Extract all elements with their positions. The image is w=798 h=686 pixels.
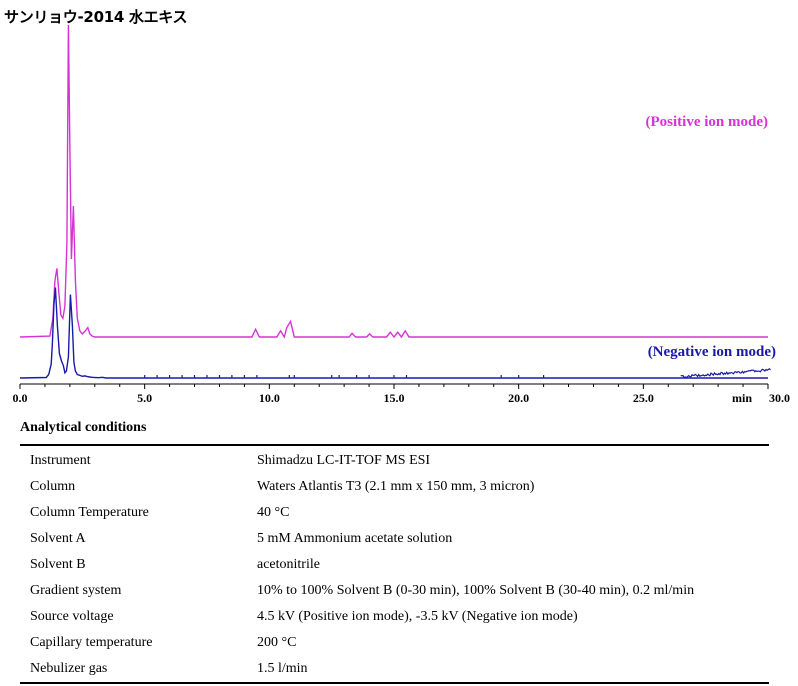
x-tick-label: 15.0 — [384, 391, 405, 405]
x-tick-label: 5.0 — [137, 391, 152, 405]
condition-value: Shimadzu LC-IT-TOF MS ESI — [257, 453, 431, 468]
condition-value: 5 mM Ammonium acetate solution — [257, 531, 453, 546]
condition-label: Solvent B — [30, 557, 86, 572]
x-tick-label: 10.0 — [259, 391, 280, 405]
x-tick-label: 20.0 — [508, 391, 529, 405]
condition-label: Gradient system — [30, 583, 122, 598]
condition-label: Nebulizer gas — [30, 661, 108, 676]
x-axis-label: min — [732, 391, 752, 405]
condition-label: Column — [30, 479, 76, 494]
condition-row: Capillary temperature 200 °C — [20, 630, 769, 656]
condition-row: Solvent B acetonitrile — [20, 552, 769, 578]
condition-label: Instrument — [30, 453, 91, 468]
x-tick-label: 0.0 — [13, 391, 28, 405]
legend-negative-mode: (Negative ion mode) — [648, 344, 776, 360]
condition-label: Solvent A — [30, 531, 86, 546]
conditions-heading: Analytical conditions — [20, 420, 147, 435]
condition-row: Source voltage 4.5 kV (Positive ion mode)… — [20, 604, 769, 630]
condition-value: 200 °C — [257, 635, 297, 650]
condition-row: Column Temperature 40 °C — [20, 500, 769, 526]
condition-label: Source voltage — [30, 609, 114, 624]
condition-value: acetonitrile — [257, 557, 320, 572]
series-line-negative — [19, 287, 768, 379]
chromatogram-chart: (Positive ion mode) (Negative ion mode) 0.… — [13, 24, 791, 405]
condition-row: Gradient system 10% to 100% Solvent B (0-… — [20, 578, 769, 604]
series-layer — [19, 24, 771, 379]
condition-row: Instrument Shimadzu LC-IT-TOF MS ESI — [20, 445, 769, 474]
labels-layer: (Positive ion mode) (Negative ion mode) 0.… — [13, 114, 791, 405]
condition-label: Capillary temperature — [30, 635, 153, 650]
condition-label: Column Temperature — [30, 505, 149, 520]
x-tick-label: 30.0 — [769, 391, 790, 405]
condition-value: 4.5 kV (Positive ion mode), -3.5 kV (Neg… — [257, 609, 578, 624]
conditions-table: Instrument Shimadzu LC-IT-TOF MS ESI Colum… — [20, 444, 769, 684]
x-axis — [19, 383, 769, 389]
condition-value: 40 °C — [257, 505, 290, 520]
x-tick-label: 25.0 — [633, 391, 654, 405]
condition-row: Nebulizer gas 1.5 l/min — [20, 656, 769, 683]
condition-row: Column Waters Atlantis T3 (2.1 mm x 150 m… — [20, 474, 769, 500]
condition-value: 1.5 l/min — [257, 661, 308, 676]
condition-value: 10% to 100% Solvent B (0-30 min), 100% S… — [257, 583, 695, 598]
negative-baseline-noise — [144, 368, 771, 379]
page-title: サンリョウ-2014 水エキス — [4, 8, 188, 26]
legend-positive-mode: (Positive ion mode) — [646, 114, 768, 130]
series-line-positive — [19, 24, 768, 339]
condition-value: Waters Atlantis T3 (2.1 mm x 150 mm, 3 m… — [257, 479, 535, 494]
condition-row: Solvent A 5 mM Ammonium acetate solution — [20, 526, 769, 552]
